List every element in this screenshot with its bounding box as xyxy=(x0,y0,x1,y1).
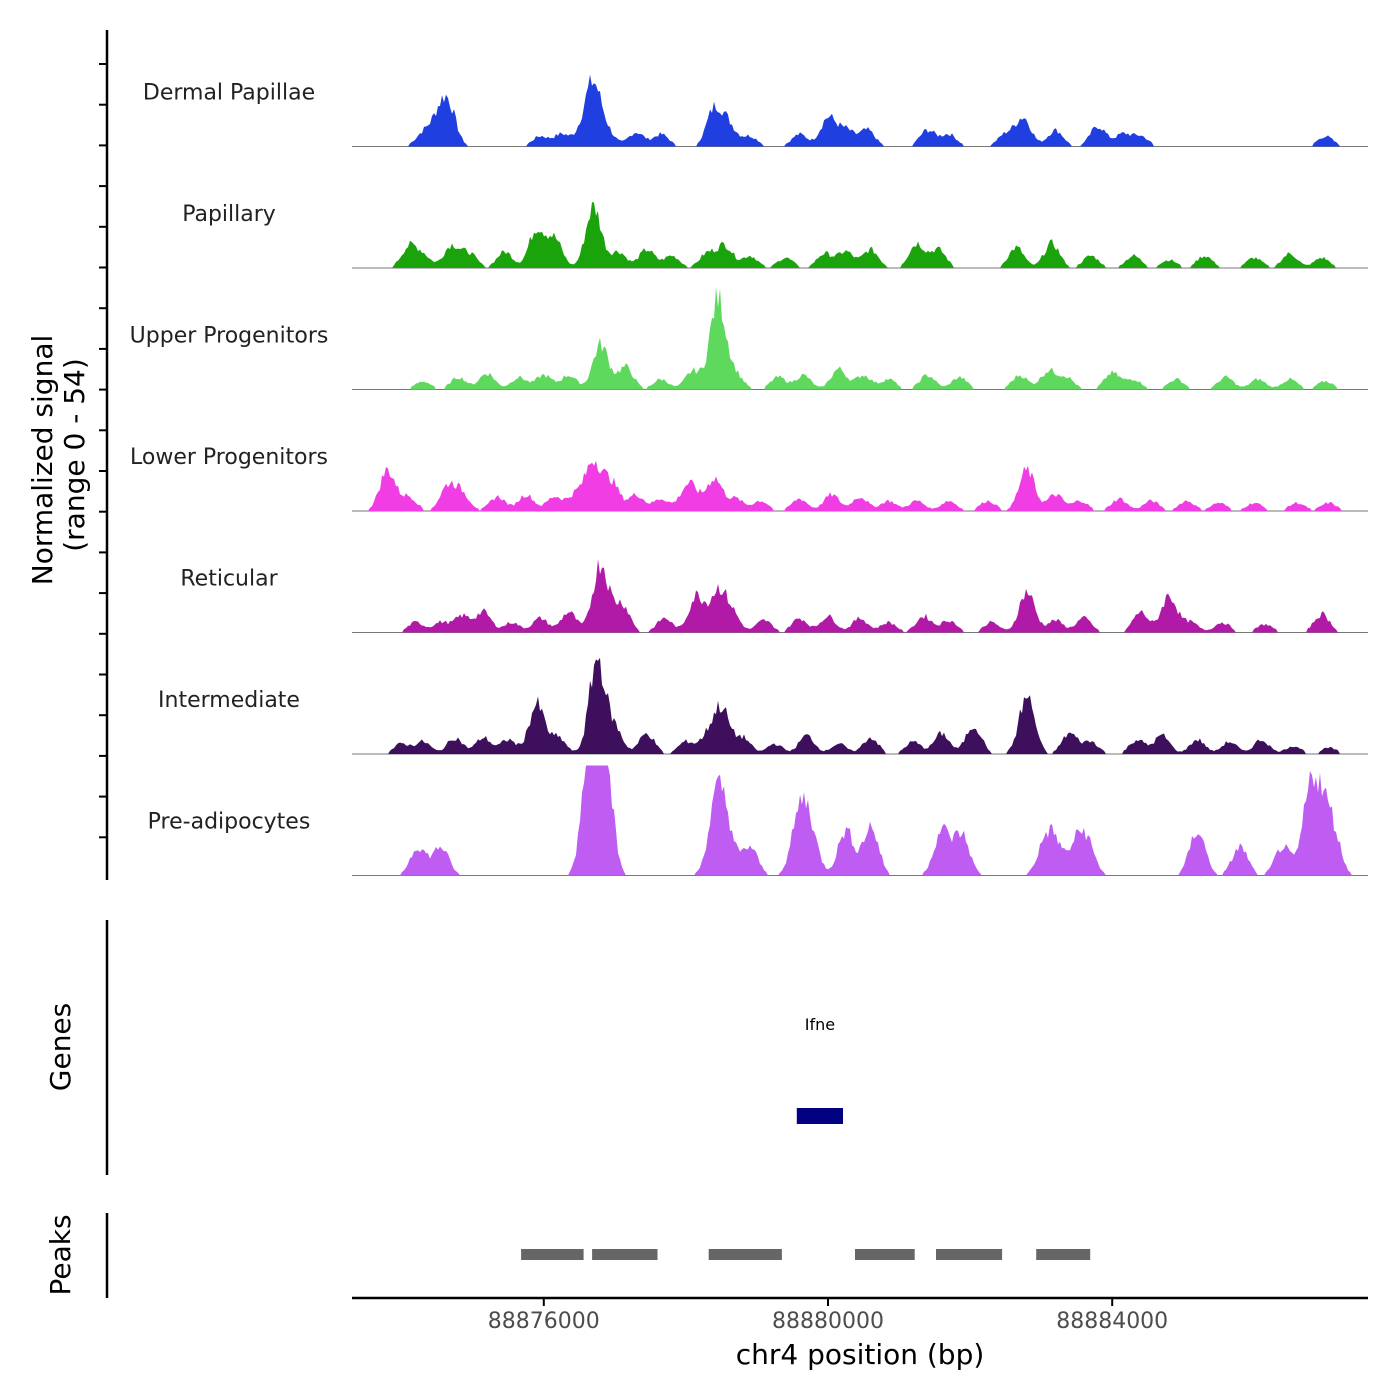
track-intermediate: Intermediate xyxy=(158,657,1368,755)
track-label: Papillary xyxy=(182,202,276,227)
track-dermal-papillae: Dermal Papillae xyxy=(143,74,1368,147)
x-tick-label: 88884000 xyxy=(1056,1309,1168,1334)
track-signal-area xyxy=(352,765,1368,876)
track-signal-area xyxy=(352,559,1368,633)
x-axis-ticks: 88876000 88880000 88884000 xyxy=(488,1298,1168,1334)
peak-region xyxy=(855,1249,915,1260)
peak-region xyxy=(936,1249,1003,1260)
x-axis-title: chr4 position (bp) xyxy=(736,1338,985,1371)
genes-panel: Ifne xyxy=(796,1015,843,1124)
peak-region xyxy=(521,1249,584,1260)
track-label: Pre-adipocytes xyxy=(148,810,311,835)
track-signal-area xyxy=(352,287,1368,390)
peaks-panel xyxy=(521,1249,1091,1260)
track-reticular: Reticular xyxy=(180,559,1368,633)
track-label: Upper Progenitors xyxy=(130,324,329,349)
gene-label: Ifne xyxy=(805,1015,835,1034)
gene-body xyxy=(796,1108,843,1124)
signal-tracks: Dermal Papillae Papillary Upper Progenitor… xyxy=(130,74,1368,876)
track-label: Reticular xyxy=(180,567,278,592)
track-upper-progenitors: Upper Progenitors xyxy=(130,287,1368,390)
x-tick-label: 88876000 xyxy=(488,1309,600,1334)
peak-region xyxy=(708,1249,782,1260)
track-signal-area xyxy=(352,202,1368,268)
track-label: Intermediate xyxy=(158,688,300,713)
track-signal-area xyxy=(352,460,1368,511)
track-label: Dermal Papillae xyxy=(143,81,315,106)
peak-region xyxy=(592,1249,658,1260)
y-axis-title-line1: Normalized signal xyxy=(26,335,59,586)
signal-y-ticks xyxy=(99,63,107,839)
track-lower-progenitors: Lower Progenitors xyxy=(130,445,1368,512)
track-papillary: Papillary xyxy=(182,202,1368,269)
track-signal-area xyxy=(352,657,1368,754)
y-axis-title-line2: (range 0 - 54) xyxy=(58,358,91,552)
genes-panel-label: Genes xyxy=(44,1003,77,1091)
peak-region xyxy=(1036,1249,1091,1260)
track-pre-adipocytes: Pre-adipocytes xyxy=(148,765,1368,876)
x-tick-label: 88880000 xyxy=(772,1309,884,1334)
track-label: Lower Progenitors xyxy=(130,445,328,470)
peaks-panel-label: Peaks xyxy=(44,1214,77,1295)
track-signal-area xyxy=(352,74,1368,147)
